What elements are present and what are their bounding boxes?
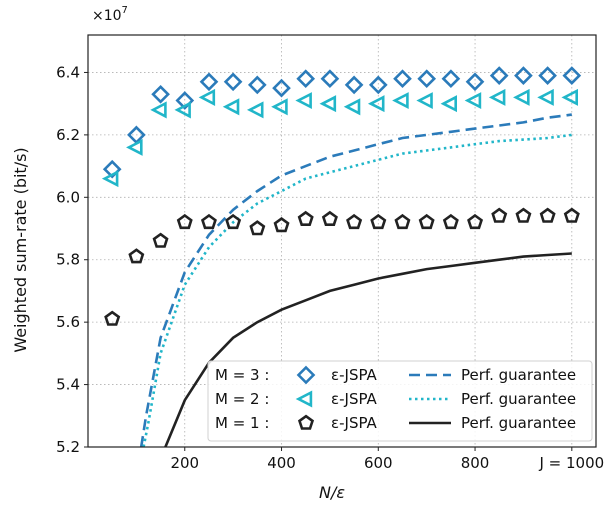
data-point-diamond-3 <box>175 91 195 110</box>
legend-group-label-2: M = 1 : <box>215 414 269 432</box>
plot-frame <box>87 34 597 448</box>
x-tick-label: 200 <box>170 454 199 472</box>
data-point-triangle-left-19 <box>561 88 579 106</box>
data-point-diamond-9 <box>320 69 340 89</box>
legend: M = 3 : ε-JSPA Perf. guarantee M = 2 : ε-JSP… <box>207 360 593 442</box>
x-tick-label: J = 1000 <box>538 454 604 472</box>
data-point-triangle-left-10 <box>343 98 361 116</box>
data-point-diamond-10 <box>344 75 364 95</box>
data-point-triangle-left-2 <box>150 101 167 119</box>
y-tick-label: 5.6 <box>56 313 80 331</box>
data-point-pentagon-11 <box>370 213 387 230</box>
data-point-diamond-2 <box>151 84 170 104</box>
data-point-triangle-left-1 <box>126 138 143 156</box>
data-point-pentagon-7 <box>273 216 290 233</box>
legend-label-line-2: Perf. guarantee <box>461 414 576 432</box>
data-point-diamond-8 <box>296 69 316 89</box>
data-point-pentagon-10 <box>346 213 363 230</box>
data-point-diamond-18 <box>538 66 557 85</box>
data-point-diamond-17 <box>514 66 533 85</box>
data-point-diamond-12 <box>393 69 412 89</box>
data-point-pentagon-9 <box>321 210 338 226</box>
legend-label-markers-2: ε-JSPA <box>331 414 378 432</box>
data-point-diamond-15 <box>465 72 485 92</box>
data-point-diamond-13 <box>417 69 437 89</box>
data-point-pentagon-12 <box>394 213 411 230</box>
y-tick-label: 5.2 <box>56 438 80 456</box>
data-layer <box>101 66 582 447</box>
data-point-triangle-left-14 <box>440 95 458 113</box>
data-point-triangle-left-15 <box>464 92 482 110</box>
y-tick-label: 6.0 <box>56 188 80 206</box>
data-point-triangle-left-9 <box>319 95 337 113</box>
data-point-triangle-left-16 <box>488 88 506 106</box>
y-tick-label: 6.4 <box>56 63 80 81</box>
data-point-pentagon-19 <box>563 207 580 223</box>
y-tick-label: 5.8 <box>56 251 80 269</box>
series-line-3 <box>139 113 572 447</box>
legend-marker-diamond <box>296 365 316 385</box>
data-point-triangle-left-7 <box>271 98 288 116</box>
data-point-pentagon-1 <box>128 248 145 264</box>
data-point-triangle-left-17 <box>513 88 530 106</box>
data-point-triangle-left-18 <box>537 88 554 106</box>
legend-group-label-0: M = 3 : <box>215 366 269 384</box>
legend-marker-pentagon <box>297 414 315 430</box>
x-tick-label: 400 <box>267 454 296 472</box>
y-multiplier-base: ×10 <box>92 8 122 24</box>
legend-label-markers-0: ε-JSPA <box>331 366 378 384</box>
y-multiplier-label: ×107 <box>92 5 128 24</box>
legend-label-line-1: Perf. guarantee <box>461 390 576 408</box>
data-point-diamond-16 <box>489 66 509 85</box>
legend-group-label-1: M = 2 : <box>215 390 269 408</box>
x-tick-label: 800 <box>461 454 490 472</box>
data-point-triangle-left-11 <box>367 95 385 113</box>
data-point-pentagon-6 <box>249 220 266 236</box>
data-point-diamond-0 <box>102 159 122 179</box>
y-multiplier-exponent: 7 <box>122 5 128 16</box>
data-point-diamond-7 <box>272 78 291 98</box>
data-point-diamond-14 <box>441 69 461 89</box>
legend-label-markers-1: ε-JSPA <box>331 390 378 408</box>
series-line-5 <box>164 252 572 447</box>
data-point-triangle-left-4 <box>198 88 216 106</box>
data-point-pentagon-16 <box>491 207 508 223</box>
y-tick-label: 6.2 <box>56 126 80 144</box>
data-point-pentagon-17 <box>515 207 532 223</box>
x-axis-label: N/ε <box>319 483 345 502</box>
data-point-triangle-left-5 <box>222 98 240 116</box>
data-point-diamond-19 <box>562 66 582 85</box>
text-layer: ×107 Weighted sum-rate (bit/s) N/ε <box>11 5 345 502</box>
data-point-pentagon-3 <box>176 213 193 230</box>
data-point-diamond-6 <box>247 75 267 95</box>
data-point-pentagon-14 <box>442 213 459 230</box>
data-point-pentagon-18 <box>539 207 556 223</box>
data-point-triangle-left-6 <box>246 101 264 119</box>
data-point-triangle-left-12 <box>392 92 409 110</box>
data-point-pentagon-5 <box>225 213 242 230</box>
data-point-diamond-11 <box>368 75 388 95</box>
data-point-triangle-left-3 <box>174 101 191 119</box>
data-point-triangle-left-8 <box>295 92 312 110</box>
data-point-pentagon-4 <box>200 213 217 230</box>
y-axis-label: Weighted sum-rate (bit/s) <box>11 147 30 352</box>
series-line-4 <box>142 133 572 447</box>
y-tick-label: 5.4 <box>56 376 80 394</box>
data-point-pentagon-13 <box>418 213 435 230</box>
data-point-pentagon-0 <box>104 310 121 326</box>
data-point-pentagon-15 <box>467 213 484 230</box>
legend-marker-triangle-left <box>295 390 313 408</box>
data-point-triangle-left-13 <box>416 92 433 110</box>
data-point-triangle-left-0 <box>101 170 119 188</box>
data-point-diamond-5 <box>223 72 243 92</box>
plot-area <box>101 66 582 447</box>
data-point-diamond-4 <box>199 72 219 92</box>
data-point-pentagon-2 <box>152 232 169 248</box>
legend-label-line-0: Perf. guarantee <box>461 366 576 384</box>
data-point-pentagon-8 <box>297 210 314 226</box>
axes-layer: 200 400 600 800 J = 1000 5.2 5.4 5.6 5.8 6.0 6.2 6.… <box>56 34 604 472</box>
x-tick-label: 600 <box>364 454 393 472</box>
